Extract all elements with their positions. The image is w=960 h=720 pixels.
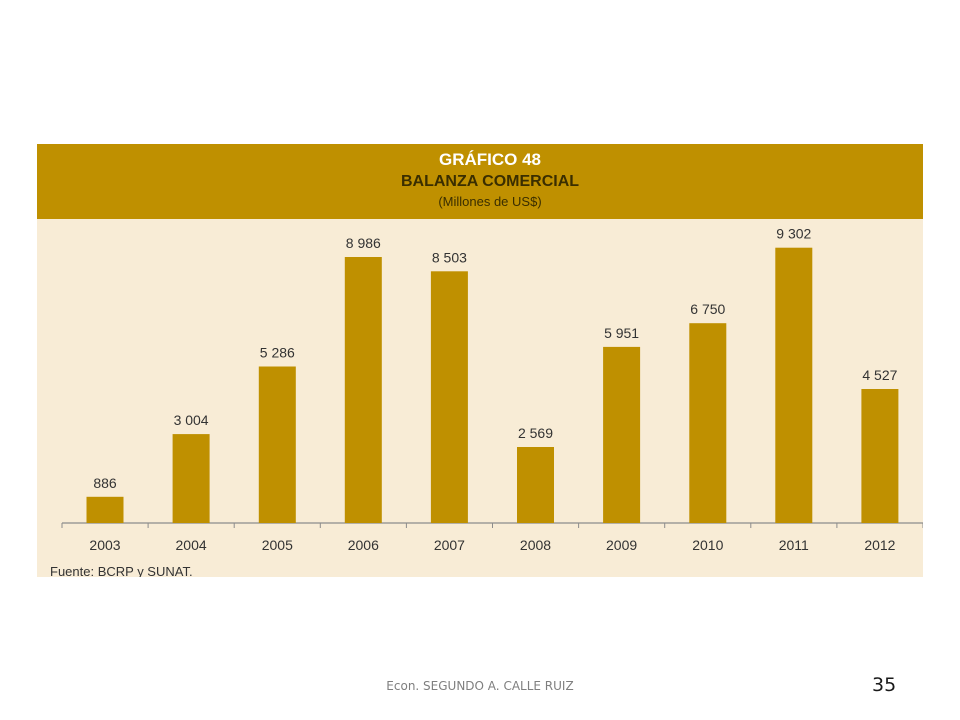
data-label-2008: 2 569 — [518, 425, 553, 441]
bar-2008 — [517, 447, 554, 523]
data-label-2011: 9 302 — [776, 226, 811, 242]
bar-2005 — [258, 366, 296, 523]
x-tick-label-2003: 2003 — [89, 537, 120, 553]
footer-author: Econ. SEGUNDO A. CALLE RUIZ — [386, 679, 574, 693]
chart-subtitle: (Millones de US$) — [438, 194, 542, 209]
x-tick-label-2006: 2006 — [348, 537, 379, 553]
data-label-2005: 5 286 — [260, 345, 295, 361]
chart-source: Fuente: BCRP y SUNAT. — [50, 564, 193, 577]
data-label-2012: 4 527 — [862, 367, 897, 383]
data-label-2007: 8 503 — [432, 249, 467, 265]
x-tick-label-2004: 2004 — [176, 537, 207, 553]
bar-2009 — [603, 346, 641, 523]
x-tick-label-2011: 2011 — [779, 537, 809, 553]
chart-title: BALANZA COMERCIAL — [400, 173, 580, 190]
bar-2004 — [172, 434, 210, 523]
page-number: 35 — [872, 674, 897, 696]
data-label-2009: 5 951 — [604, 325, 639, 341]
bar-2012 — [861, 389, 899, 523]
data-label-2004: 3 004 — [174, 412, 209, 428]
bar-chart: 886 3 004 5 286 8 986 8 503 2 569 5 951 6 750 9 … — [61, 226, 923, 553]
bar-2007 — [430, 271, 468, 523]
bar-2010 — [689, 323, 727, 523]
bar-2006 — [344, 257, 382, 523]
figure-number: GRÁFICO 48 — [438, 150, 542, 169]
data-label-2003: 886 — [93, 475, 117, 491]
data-label-2010: 6 750 — [690, 301, 725, 317]
bar-2003 — [86, 496, 124, 523]
x-tick-label-2009: 2009 — [606, 537, 637, 553]
x-tick-label-2008: 2008 — [520, 537, 551, 553]
chart-figure: GRÁFICO 48 BALANZA COMERCIAL (Millones d… — [37, 144, 923, 577]
x-tick-label-2012: 2012 — [864, 537, 895, 553]
x-tick-label-2007: 2007 — [434, 537, 465, 553]
data-label-2006: 8 986 — [346, 235, 381, 251]
bar-2011 — [775, 247, 813, 523]
x-tick-label-2005: 2005 — [262, 537, 293, 553]
chart-header: GRÁFICO 48 BALANZA COMERCIAL (Millones d… — [37, 144, 923, 219]
x-tick-label-2010: 2010 — [692, 537, 723, 553]
